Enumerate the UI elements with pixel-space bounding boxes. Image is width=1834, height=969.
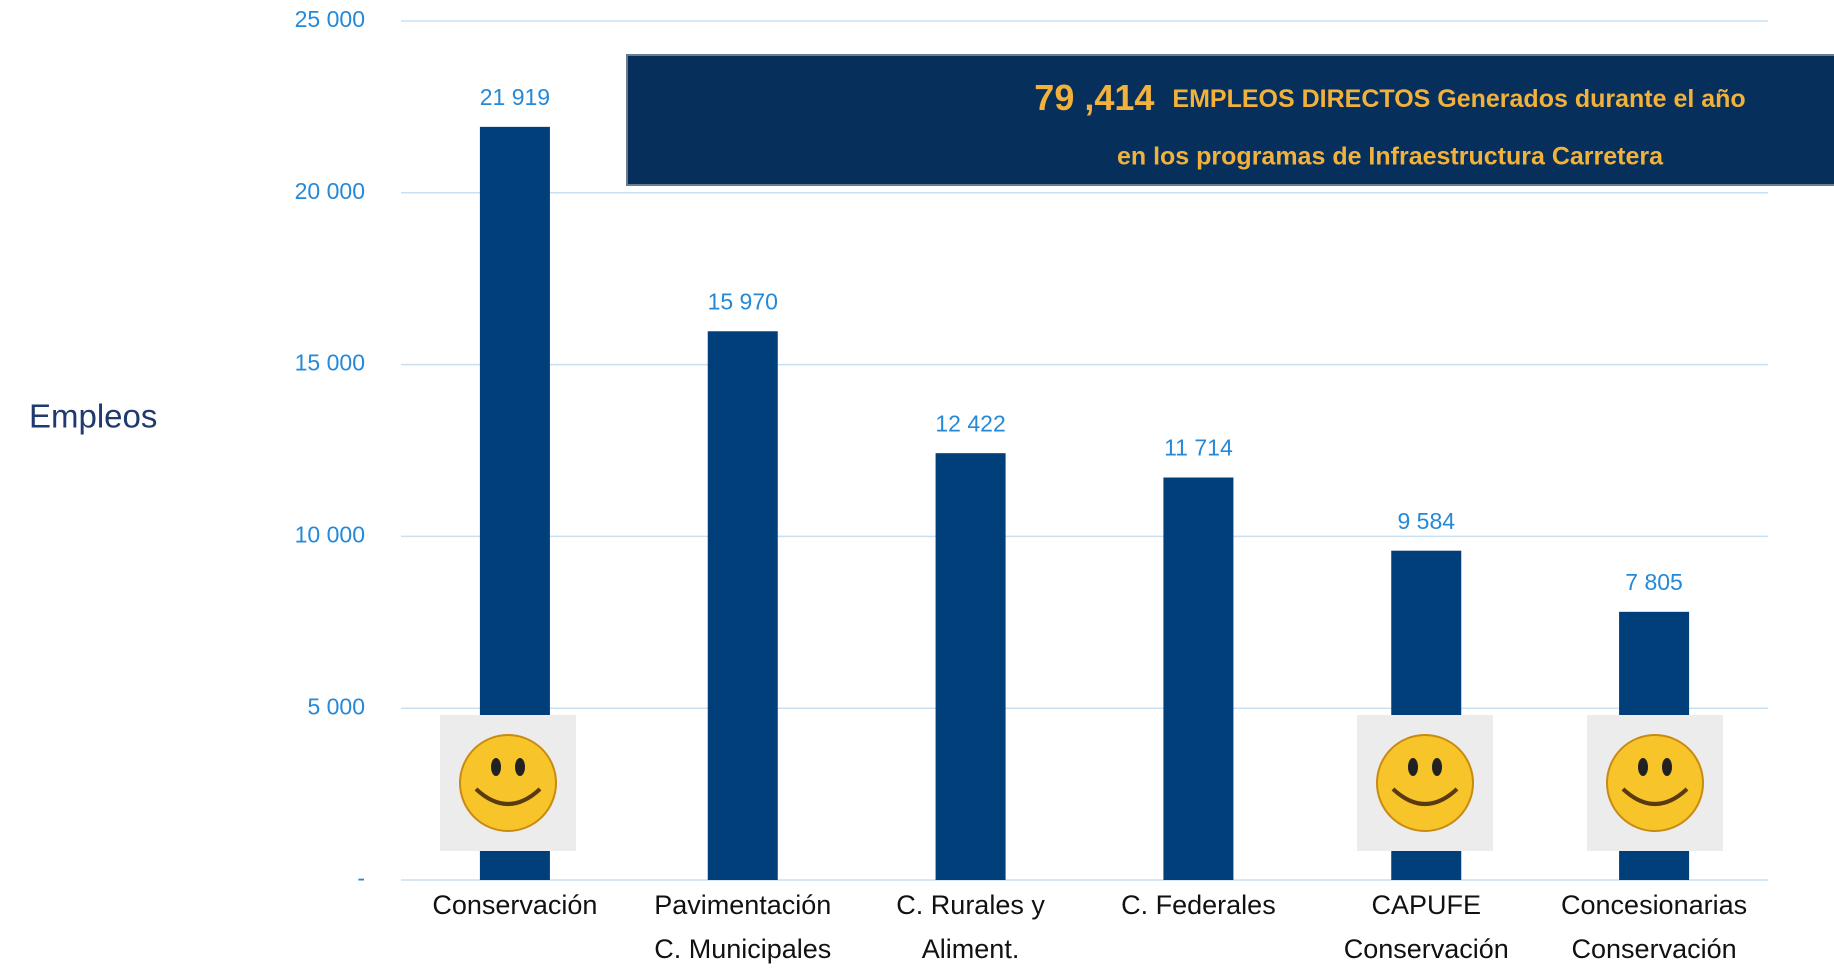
x-tick-label-line: CAPUFE — [1371, 890, 1481, 920]
x-tick-label: C. Federales — [1121, 890, 1276, 920]
smiley-mouth — [474, 787, 542, 806]
annotation-text: EMPLEOS DIRECTOS Generados durante el añ… — [1172, 85, 1745, 113]
smiley-eye — [1408, 758, 1418, 776]
smiley-mouth — [1621, 787, 1689, 806]
icons — [440, 715, 1723, 851]
y-tick-label: - — [357, 865, 365, 891]
y-tick-label: 15 000 — [295, 350, 365, 376]
x-tick-label-line: Conservación — [1572, 934, 1737, 964]
x-tick-label: CAPUFE Conservación — [1344, 890, 1509, 964]
y-axis-label: Empleos — [29, 398, 157, 435]
annotation-number: 79 ,414 — [1034, 77, 1154, 118]
smiley-eye — [1638, 758, 1648, 776]
smiley-mouth — [1391, 787, 1459, 806]
data-label: 11 714 — [1164, 435, 1233, 461]
smiley-face — [1606, 734, 1704, 832]
annotation-line1: 79 ,414 EMPLEOS DIRECTOS Generados durant… — [1034, 77, 1745, 118]
x-tick-label-line: Conservación — [432, 890, 597, 920]
plot: - 5 000 10 000 15 000 20 000 25 000 21 919 Cons… — [295, 6, 1768, 964]
bar — [707, 331, 778, 880]
smiley-eye — [1662, 758, 1672, 776]
x-tick-label-line: Aliment. — [922, 934, 1020, 964]
data-label: 21 919 — [480, 84, 550, 110]
smiley-face — [1376, 734, 1474, 832]
x-tick-label: C. Rurales y Aliment. — [896, 890, 1045, 964]
x-tick-label-line: Conservación — [1344, 934, 1509, 964]
data-label: 9 584 — [1397, 508, 1455, 534]
y-tick-label: 10 000 — [295, 521, 365, 547]
annotation-box — [626, 54, 1834, 186]
smiley-face — [459, 734, 557, 832]
data-label: 15 970 — [708, 288, 778, 314]
bar — [1163, 477, 1234, 880]
y-tick-label: 5 000 — [307, 693, 365, 719]
smiley-eye — [491, 758, 501, 776]
bar — [935, 453, 1006, 880]
x-tick-label: Conservación — [432, 890, 597, 920]
x-tick-label-line: C. Municipales — [654, 934, 831, 964]
data-label: 12 422 — [935, 410, 1005, 436]
annotation-line2: en los programas de Infraestructura Carr… — [1117, 143, 1664, 171]
smiley-eye — [1432, 758, 1442, 776]
x-tick-label-line: C. Rurales y — [896, 890, 1045, 920]
y-tick-label: 20 000 — [295, 178, 365, 204]
x-tick-label-line: Concesionarias — [1561, 890, 1747, 920]
data-label: 7 805 — [1625, 569, 1683, 595]
x-tick-label-line: C. Federales — [1121, 890, 1276, 920]
x-tick-label: Concesionarias Conservación — [1561, 890, 1747, 964]
x-tick-label: Pavimentación C. Municipales — [654, 890, 831, 964]
x-tick-label-line: Pavimentación — [654, 890, 831, 920]
smiley-eye — [515, 758, 525, 776]
y-tick-label: 25 000 — [295, 6, 365, 32]
